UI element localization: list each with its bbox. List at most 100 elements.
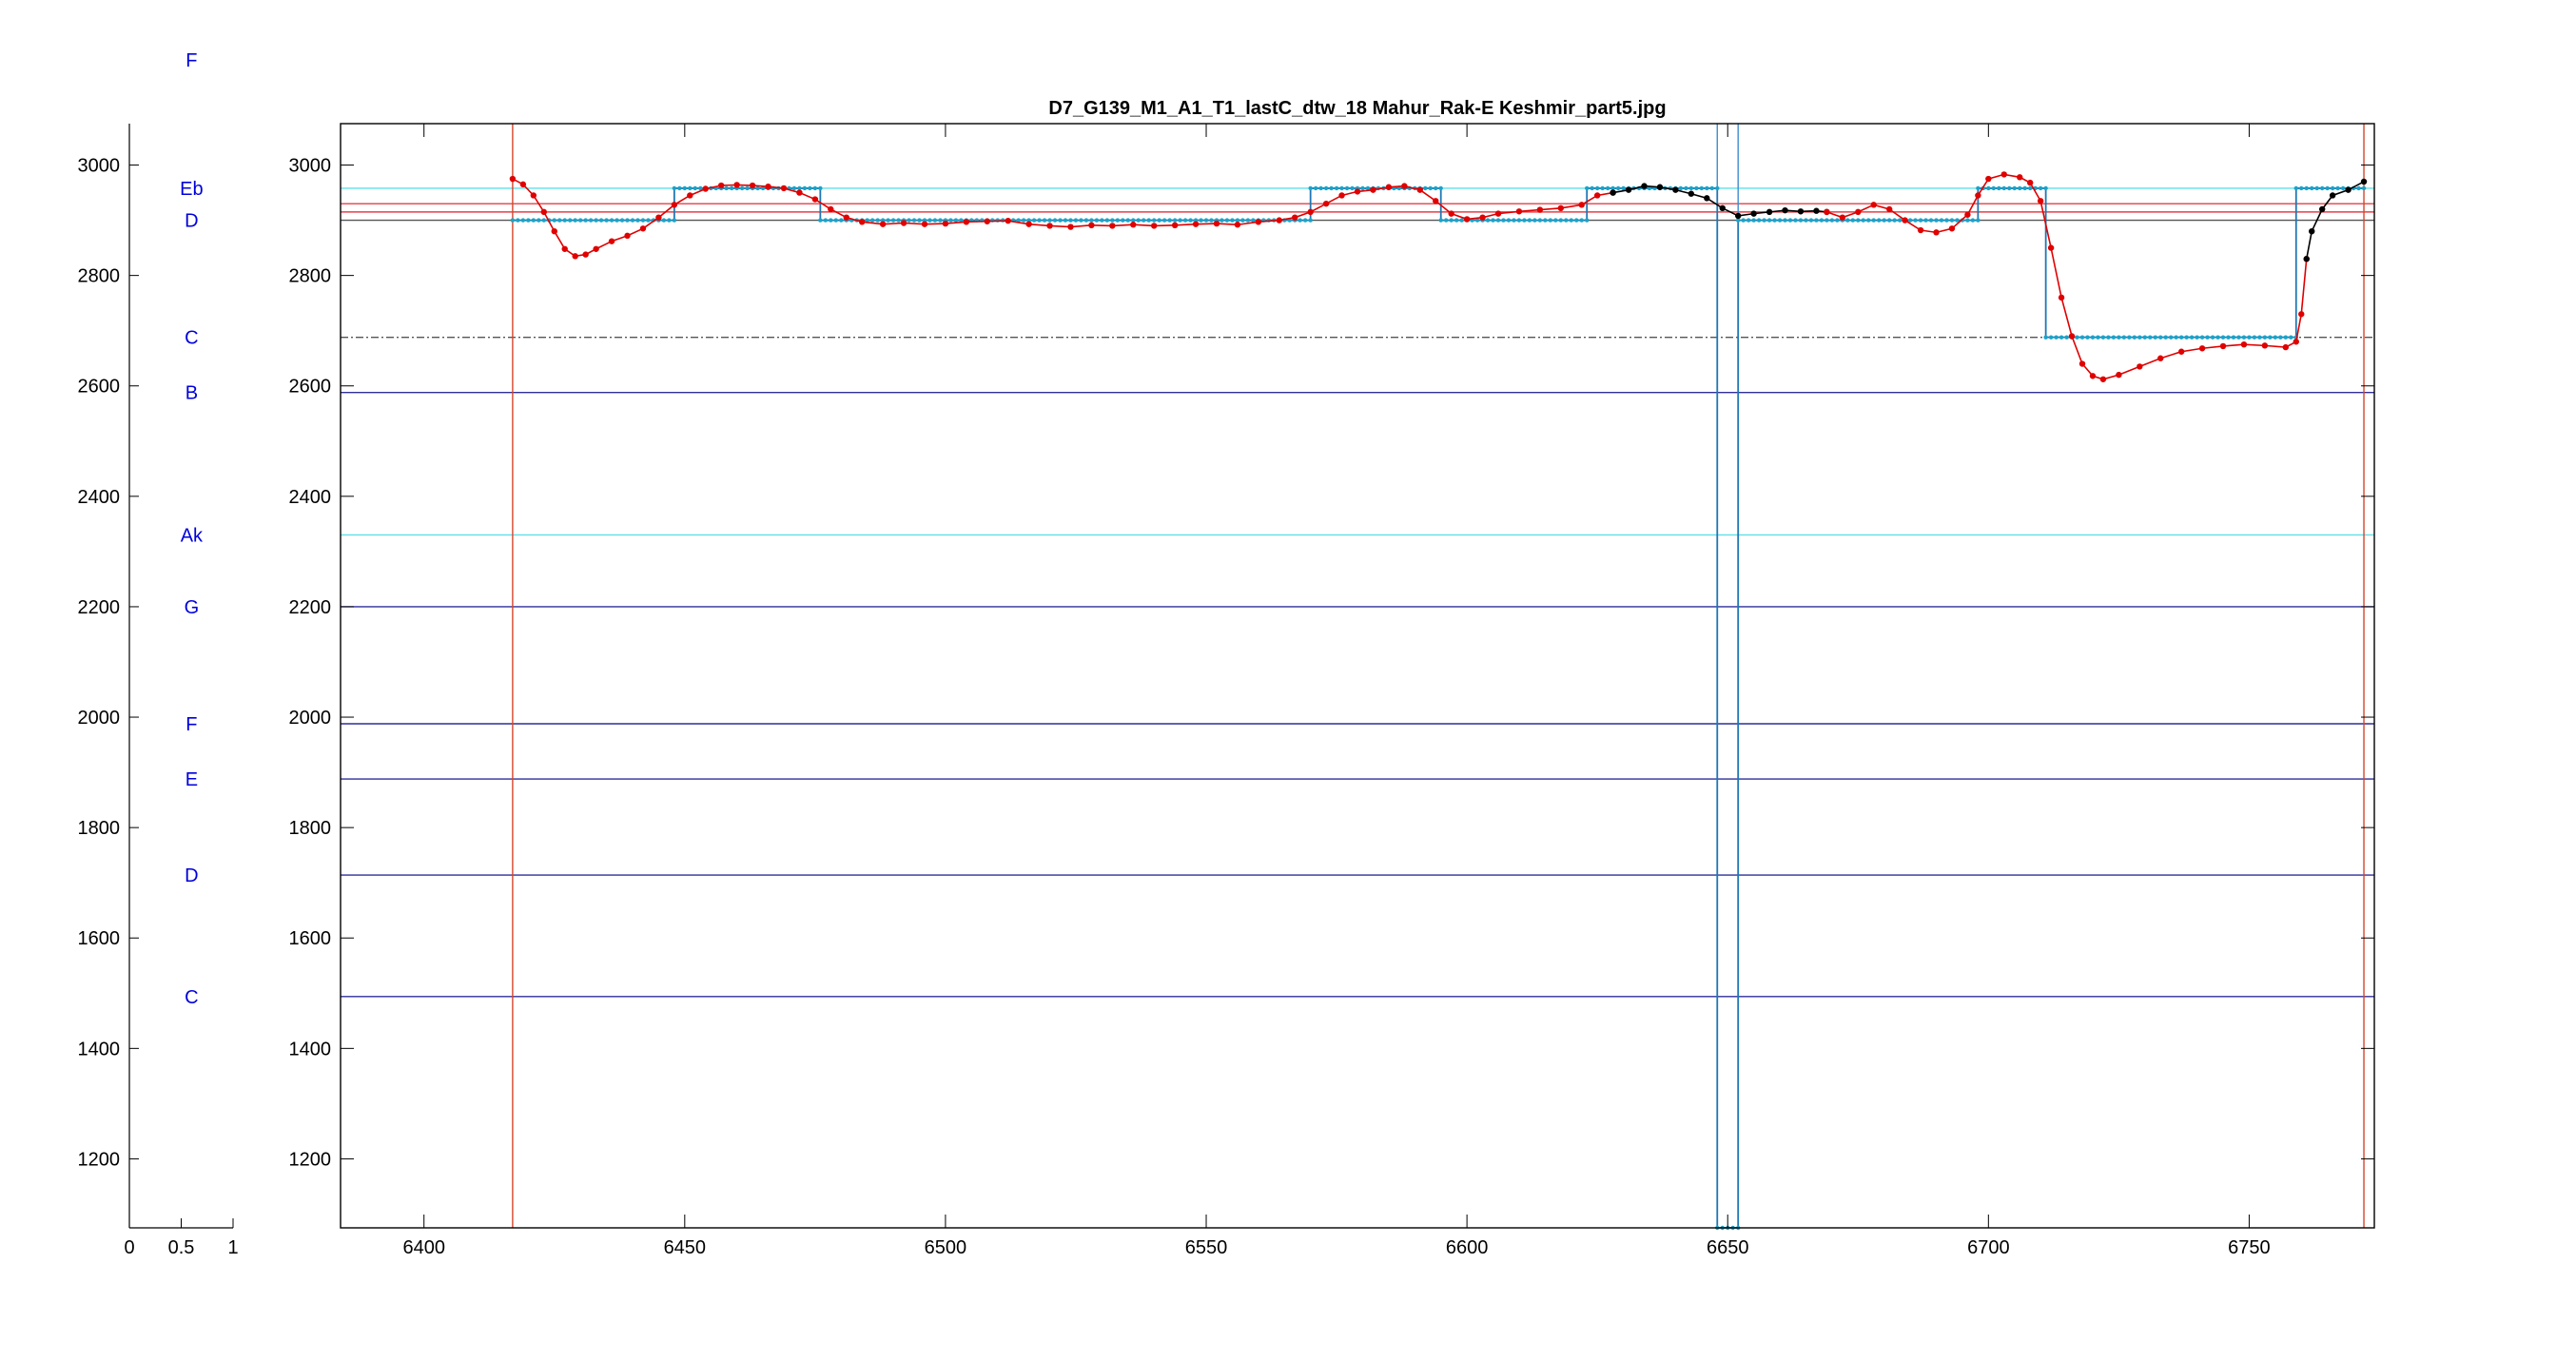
step-marker [1934, 218, 1939, 223]
step-marker [1021, 218, 1026, 223]
step-marker [890, 218, 896, 223]
step-marker [1735, 218, 1741, 223]
step-marker [907, 218, 911, 223]
step-marker [1850, 218, 1855, 223]
x-axis-tick-label: 6400 [402, 1237, 445, 1258]
step-marker [1798, 218, 1804, 223]
step-marker [959, 218, 964, 223]
step-marker [1808, 218, 1814, 223]
pitch-point [582, 251, 589, 258]
step-marker [2215, 335, 2220, 340]
step-marker [568, 218, 573, 223]
y-axis-tick-label: 2600 [289, 377, 332, 398]
step-marker [2195, 335, 2199, 340]
step-marker [1512, 218, 1516, 223]
pitch-point [2293, 339, 2299, 345]
step-marker [2252, 335, 2257, 340]
pitch-point [1255, 219, 1262, 225]
step-marker [640, 218, 646, 223]
step-marker [2241, 335, 2247, 340]
step-marker [2090, 335, 2096, 340]
note-axis-x-tick-label: 1 [227, 1237, 238, 1258]
step-marker [1360, 185, 1365, 191]
step-marker [739, 185, 745, 191]
note-axis-y-tick-label: 2200 [78, 597, 121, 618]
pitch-point [921, 221, 928, 227]
pitch-point [1766, 208, 1773, 216]
step-marker [2236, 335, 2241, 340]
step-marker [1923, 218, 1928, 223]
step-marker [1423, 185, 1428, 191]
note-axis-y-tick-label: 1200 [78, 1149, 121, 1170]
step-marker [1302, 218, 1308, 223]
step-marker [1835, 218, 1840, 223]
pitch-point [593, 245, 599, 252]
step-marker [562, 218, 567, 223]
pitch-point [1401, 183, 1408, 189]
step-marker [724, 185, 729, 191]
y-axis-tick-label: 2400 [289, 487, 332, 508]
step-marker [1684, 185, 1688, 191]
step-marker [2325, 185, 2330, 191]
step-marker [2247, 335, 2252, 340]
y-axis-tick-label: 2000 [289, 708, 332, 729]
step-marker [875, 218, 880, 223]
pitch-point [1025, 221, 1032, 227]
pitch-point [2198, 345, 2206, 352]
step-marker [2257, 335, 2262, 340]
step-marker [1892, 218, 1897, 223]
step-marker [1454, 218, 1459, 223]
step-marker [2111, 335, 2117, 340]
step-marker [1621, 185, 1626, 191]
pitch-point [1192, 221, 1200, 227]
pitch-point [1416, 186, 1423, 193]
step-marker [1203, 218, 1209, 223]
x-axis-tick-label: 6450 [664, 1237, 707, 1258]
step-marker [661, 218, 667, 223]
note-label: C [185, 328, 198, 349]
pitch-point [1672, 186, 1679, 193]
pitch-point [572, 253, 578, 260]
step-marker [1694, 185, 1699, 191]
pitch-point [608, 238, 615, 244]
step-marker [1083, 218, 1089, 223]
pitch-point [796, 189, 803, 196]
step-marker [1365, 185, 1371, 191]
step-marker [1772, 218, 1777, 223]
pitch-point [2026, 179, 2034, 186]
step-marker [911, 218, 917, 223]
step-marker [2137, 335, 2142, 340]
step-marker [1574, 218, 1579, 223]
step-marker [1350, 185, 1355, 191]
pitch-point [2078, 360, 2086, 367]
step-marker [1699, 185, 1705, 191]
note-label: G [185, 597, 200, 618]
step-marker [2106, 335, 2111, 340]
pitch-point [1948, 225, 1956, 232]
step-marker [1073, 218, 1079, 223]
pitch-point [540, 208, 547, 216]
step-marker [1152, 218, 1157, 223]
pitch-point [1385, 184, 1393, 190]
step-marker [896, 218, 901, 223]
step-marker [2268, 335, 2273, 340]
pitch-point [2089, 373, 2097, 379]
step-marker [2330, 185, 2335, 191]
pitch-point [1370, 186, 1376, 193]
pitch-point [1067, 224, 1074, 230]
step-marker [1705, 185, 1709, 191]
step-marker [1986, 185, 1991, 191]
step-marker [1766, 218, 1772, 223]
step-marker [672, 218, 677, 223]
step-marker [1871, 218, 1876, 223]
step-marker [1329, 185, 1334, 191]
pitch-point [2177, 348, 2185, 355]
step-marker [1308, 218, 1313, 223]
step-marker [1079, 218, 1083, 223]
step-marker [1142, 218, 1146, 223]
step-marker [1485, 218, 1491, 223]
step-marker [2174, 335, 2178, 340]
step-marker [1877, 218, 1882, 223]
pitch-point [1885, 205, 1893, 213]
note-axis-y-tick-label: 2000 [78, 708, 121, 729]
